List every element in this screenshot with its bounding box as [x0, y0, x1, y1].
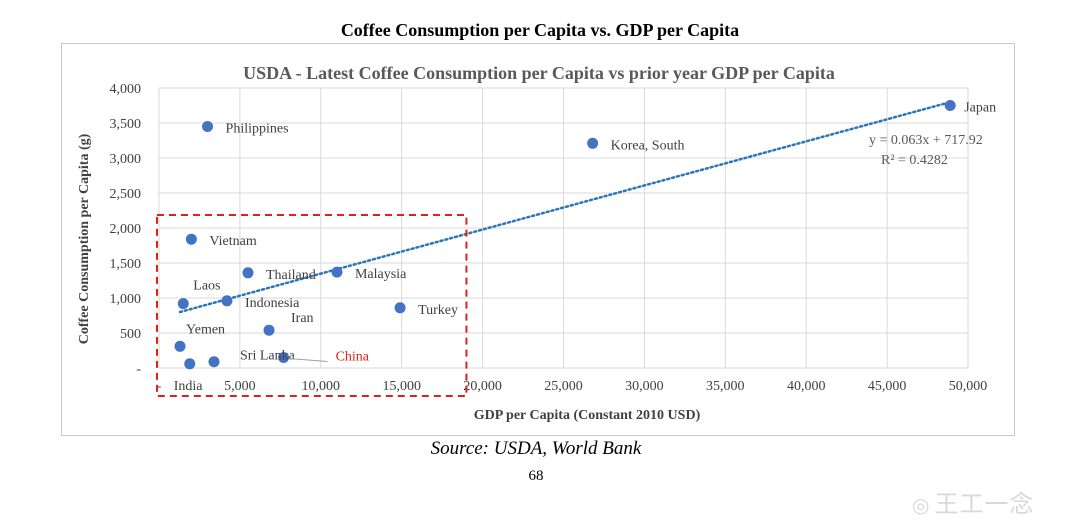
trendline-r-squared: R² = 0.4282 [881, 153, 948, 168]
y-axis-label: Coffee Consumption per Capita (g) [77, 133, 92, 344]
y-tick-label: 3,500 [110, 117, 142, 132]
point-label-japan: Japan [964, 101, 996, 116]
page-number: 68 [528, 468, 544, 484]
x-axis-ticks: - 5,000 10,000 15,000 20,000 25,000 30,000 35,0… [157, 379, 988, 394]
x-tick-label: 5,000 [224, 379, 256, 394]
x-axis-label: GDP per Capita (Constant 2010 USD) [474, 408, 701, 423]
point-label-vietnam: Vietnam [209, 234, 256, 249]
point-indonesia [221, 295, 233, 307]
point-label-philippines: Philippines [226, 122, 289, 137]
weibo-icon: ◎ [912, 493, 931, 517]
y-tick-label: 500 [120, 327, 141, 342]
point-label-laos: Laos [193, 279, 220, 294]
y-axis-ticks: - 500 1,000 1,500 2,000 2,500 3,000 3,500 4,000 [110, 82, 142, 377]
x-tick-label: 20,000 [463, 379, 502, 394]
chart-title: USDA - Latest Coffee Consumption per Cap… [243, 63, 835, 83]
y-tick-label: 1,000 [110, 292, 142, 307]
trendline [178, 100, 952, 314]
point-korea-south [587, 137, 599, 149]
point-philippines [202, 121, 214, 132]
point-japan [944, 100, 956, 111]
x-tick-label: 10,000 [302, 379, 341, 394]
highlight-box [156, 214, 468, 397]
data-points [174, 100, 956, 370]
point-iran [263, 324, 275, 336]
point-label-korea-south: Korea, South [611, 138, 685, 153]
scatter-chart: USDA - Latest Coffee Consumption per Cap… [77, 63, 996, 423]
point-label-india: India [174, 379, 204, 394]
point-label-turkey: Turkey [418, 303, 458, 318]
source-note: Source: USDA, World Bank [430, 438, 642, 459]
x-tick-label: 25,000 [544, 379, 583, 394]
x-tick-label: 40,000 [787, 379, 826, 394]
china-leader-line [288, 358, 328, 362]
point-india [184, 358, 196, 370]
watermark: ◎ 王工一念 [912, 484, 1034, 519]
point-turkey [394, 302, 406, 314]
point-label-yemen: Yemen [186, 322, 225, 337]
point-label-sri-lanka: Sri Lanka [240, 349, 296, 364]
watermark-text: 王工一念 [934, 490, 1035, 518]
point-label-malaysia: Malaysia [355, 267, 407, 282]
point-yemen [174, 340, 186, 352]
point-malaysia [331, 266, 343, 278]
trendline-equation: y = 0.063x + 717.92 [869, 133, 983, 148]
highlight-box-layer [156, 214, 468, 397]
point-label-thailand: Thailand [266, 268, 316, 283]
x-tick-label: 45,000 [868, 379, 907, 394]
x-tick-label: 15,000 [382, 379, 421, 394]
x-tick-label: 30,000 [625, 379, 664, 394]
page-title: Coffee Consumption per Capita vs. GDP pe… [340, 20, 740, 40]
y-tick-label: - [136, 362, 141, 377]
y-tick-label: 1,500 [110, 257, 142, 272]
point-label-iran: Iran [291, 311, 314, 326]
point-label-china: China [336, 350, 370, 365]
point-china [278, 352, 290, 363]
chart-frame: USDA - Latest Coffee Consumption per Cap… [61, 43, 1015, 436]
point-label-indonesia: Indonesia [245, 296, 300, 311]
point-vietnam [185, 233, 197, 245]
point-thailand [242, 267, 254, 279]
y-tick-label: 2,500 [110, 187, 142, 202]
y-tick-label: 4,000 [110, 82, 142, 97]
gridlines [158, 87, 969, 369]
x-tick-label: 35,000 [706, 379, 745, 394]
x-tick-label: - [157, 379, 162, 394]
x-tick-label: 50,000 [949, 379, 988, 394]
point-laos [177, 298, 189, 310]
point-labels: Japan Korea, South Philippines Vietnam Thail… [174, 101, 996, 394]
y-tick-label: 2,000 [110, 222, 142, 237]
y-tick-label: 3,000 [110, 152, 142, 167]
point-sri-lanka [208, 356, 220, 368]
